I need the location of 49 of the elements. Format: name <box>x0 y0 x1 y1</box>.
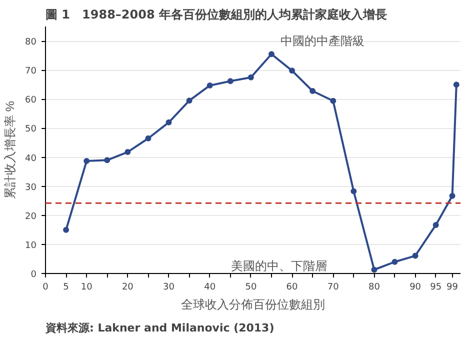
x-tick-label: 30 <box>163 282 175 292</box>
y-tick-label: 40 <box>25 154 37 164</box>
y-tick-label: 70 <box>25 66 37 77</box>
annotation: 美國的中、下階層 <box>230 259 327 273</box>
point <box>310 88 316 94</box>
point <box>289 68 296 74</box>
y-tick-label: 20 <box>25 212 37 222</box>
point <box>268 51 274 58</box>
x-tick-label: 20 <box>122 282 134 292</box>
x-tick-label: 90 <box>410 282 422 292</box>
point <box>248 74 254 80</box>
point <box>449 192 456 199</box>
point <box>104 157 110 164</box>
point <box>371 266 378 273</box>
point <box>227 78 234 84</box>
y-tick-label: 30 <box>25 182 37 193</box>
point <box>166 119 172 126</box>
x-tick-label: 5 <box>63 282 69 292</box>
x-tick-label: 99 <box>446 282 458 292</box>
x-tick-label: 0 <box>42 282 49 292</box>
y-tick-label: 80 <box>25 38 37 48</box>
point <box>124 149 131 156</box>
chart-title: 圖 1 1988–2008 年各百份位數組別的人均累計家庭收入增長 <box>46 8 388 22</box>
x-tick-label: 40 <box>204 282 216 292</box>
y-tick-label: 50 <box>25 124 37 135</box>
x-axis-title: 全球收入分佈百份位數組別 <box>181 298 325 312</box>
point <box>392 258 398 265</box>
y-axis-title: 累計收入增長率 % <box>3 100 18 199</box>
x-tick-label: 10 <box>80 282 93 292</box>
source-note: 資料來源: Lakner and Milanovic (2013) <box>44 322 274 334</box>
x-tick-label: 70 <box>327 282 340 292</box>
x-tick-label: 80 <box>368 282 380 292</box>
point <box>330 98 336 104</box>
x-tick-label: 95 <box>430 282 442 292</box>
annotation: 中國的中產階級 <box>280 34 365 48</box>
point <box>186 98 192 104</box>
x-tick-label: 60 <box>286 282 298 292</box>
y-tick-label: 0 <box>30 270 37 280</box>
y-tick-label: 60 <box>25 96 37 106</box>
point <box>84 158 90 164</box>
point <box>145 135 152 142</box>
x-tick-label: 50 <box>245 282 257 292</box>
point <box>206 82 213 88</box>
point <box>350 188 357 194</box>
y-tick-label: 10 <box>25 240 37 251</box>
point <box>412 252 418 259</box>
point <box>453 82 460 88</box>
point <box>63 226 70 233</box>
point <box>432 222 439 228</box>
